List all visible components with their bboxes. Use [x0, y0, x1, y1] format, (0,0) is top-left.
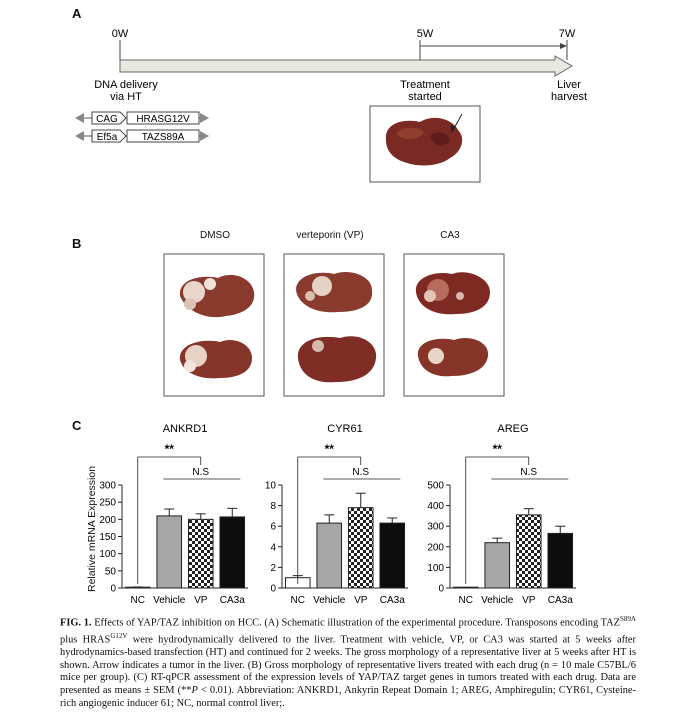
event-treatment-line2: started	[408, 91, 442, 103]
x-tick-label: NC	[291, 595, 305, 606]
construct-taz: Ef5a TAZS89A	[75, 129, 209, 143]
construct-hras: CAG HRASG12V	[75, 111, 209, 125]
promoter-cag-label: CAG	[96, 114, 118, 125]
x-tick-label: NC	[459, 595, 473, 606]
significance-label: N.S	[352, 467, 369, 478]
liver-photo-vp	[283, 253, 385, 397]
caption-p-symbol: P	[191, 684, 198, 696]
group-label-vp: verteporin (VP)	[296, 230, 364, 241]
itr-left-icon	[75, 131, 84, 141]
significance-label: N.S	[520, 467, 537, 478]
bar	[347, 507, 374, 589]
caption-text-3: were hydrodynamically delivered to the l…	[60, 634, 636, 696]
x-tick-label: Vehicle	[313, 595, 346, 606]
timepoint-7w: 7W	[559, 28, 576, 40]
y-tick-label: 100	[427, 563, 444, 574]
y-tick-label: 200	[427, 542, 444, 553]
y-tick-label: 400	[427, 501, 444, 512]
event-dna-delivery-line2: via HT	[110, 91, 142, 103]
significance-label: **	[165, 442, 175, 456]
bar	[515, 514, 542, 589]
event-harvest-line1: Liver	[557, 79, 581, 91]
chart-title: AREG	[497, 423, 528, 435]
event-treatment-line1: Treatment	[400, 79, 450, 91]
promoter-ef5a-icon	[91, 129, 127, 143]
y-tick-label: 50	[105, 566, 117, 577]
significance-label: **	[325, 442, 335, 456]
y-tick-label: 0	[270, 584, 276, 595]
timeline-diagram: 0W 5W 7W DNA delivery via HT Treatment s…	[75, 28, 587, 183]
timeline-arrow	[119, 55, 573, 77]
x-tick-label: CA3a	[380, 595, 405, 606]
significance-label: N.S	[192, 467, 209, 478]
timepoint-0w: 0W	[112, 28, 129, 40]
group-label-ca3: CA3	[440, 230, 460, 241]
bar	[156, 515, 183, 589]
bar	[187, 518, 214, 589]
chart-title: CYR61	[327, 423, 362, 435]
liver-photos-panel	[163, 253, 505, 397]
event-dna-delivery-line1: DNA delivery	[94, 79, 158, 91]
y-tick-label: 8	[270, 501, 276, 512]
caption-text-1: Effects of YAP/TAZ inhibition on HCC. (A…	[94, 617, 621, 629]
y-tick-label: 300	[99, 481, 116, 492]
panel-c-label: C	[72, 418, 82, 433]
promoter-ef5a-label: Ef5a	[97, 132, 118, 143]
itr-left-icon	[75, 113, 84, 123]
gene-hras-label: HRASG12V	[136, 114, 190, 125]
treatment-span-arrowhead	[560, 43, 567, 49]
caption-text-2: plus HRAS	[60, 634, 111, 646]
x-tick-label: NC	[131, 595, 145, 606]
liver-photo-ca3	[403, 253, 505, 397]
group-label-dmso: DMSO	[200, 230, 230, 241]
y-tick-label: 150	[99, 532, 116, 543]
y-tick-label: 6	[270, 522, 276, 533]
y-tick-label: 0	[438, 584, 444, 595]
y-tick-label: 500	[427, 481, 444, 492]
y-tick-label: 300	[427, 522, 444, 533]
liver-photo-dmso	[163, 253, 265, 397]
x-tick-label: VP	[194, 595, 208, 606]
y-tick-label: 200	[99, 515, 116, 526]
panel-a-label: A	[72, 6, 82, 21]
chart-title: ANKRD1	[163, 423, 208, 435]
gene-taz-label: TAZS89A	[142, 132, 185, 143]
x-tick-label: Vehicle	[153, 595, 186, 606]
bar	[379, 522, 406, 589]
bar	[316, 522, 343, 589]
itr-right-icon	[200, 113, 209, 123]
caption-fig-label: FIG. 1.	[60, 617, 92, 629]
y-tick-label: 10	[265, 481, 277, 492]
figure-caption: FIG. 1. Effects of YAP/TAZ inhibition on…	[60, 613, 636, 710]
bar	[547, 532, 574, 589]
y-tick-label: 4	[270, 542, 276, 553]
liver-photo-5w	[369, 105, 481, 183]
caption-sup-1: S89A	[620, 615, 636, 623]
panel-b-label: B	[72, 236, 82, 251]
promoter-cag-icon	[91, 111, 127, 125]
bar	[484, 542, 511, 589]
x-tick-label: VP	[522, 595, 536, 606]
significance-label: **	[493, 442, 503, 456]
x-tick-label: CA3a	[548, 595, 573, 606]
x-tick-label: VP	[354, 595, 368, 606]
caption-text-4: < 0.01). Abbreviation: ANKRD1, Ankyrin R…	[60, 684, 636, 709]
y-tick-label: 250	[99, 498, 116, 509]
event-harvest-line2: harvest	[551, 91, 587, 103]
y-tick-label: 100	[99, 549, 116, 560]
itr-right-icon	[200, 131, 209, 141]
bar	[219, 516, 246, 589]
x-tick-label: Vehicle	[481, 595, 514, 606]
y-tick-label: 2	[270, 563, 276, 574]
y-tick-label: 0	[110, 584, 116, 595]
x-tick-label: CA3a	[220, 595, 245, 606]
caption-sup-2: G12V	[110, 632, 128, 641]
timepoint-5w: 5W	[417, 28, 434, 40]
